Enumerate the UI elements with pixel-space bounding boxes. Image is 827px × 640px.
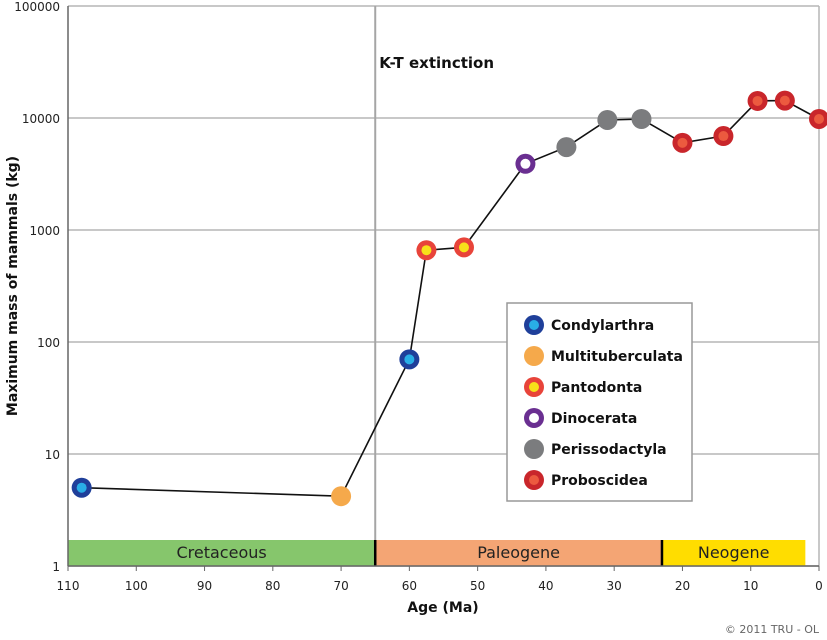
period-boundaries xyxy=(373,6,664,566)
data-point-perissodactyla xyxy=(631,108,652,129)
legend-marker-multituberculata xyxy=(524,346,544,366)
x-tick-label: 80 xyxy=(265,579,280,593)
period-label: Neogene xyxy=(698,543,770,562)
y-tick-label: 100000 xyxy=(14,0,60,14)
geologic-period-bar: Cretaceous Paleogene Neogene xyxy=(68,540,806,566)
marker-inner xyxy=(404,354,415,365)
legend-label: Perissodactyla xyxy=(551,442,667,458)
x-tick-label: 90 xyxy=(197,579,212,593)
legend-marker-dinocerata xyxy=(524,408,544,428)
data-point-pantodonta xyxy=(453,237,474,258)
period-label: Paleogene xyxy=(477,543,560,562)
period-label: Cretaceous xyxy=(176,543,266,562)
marker-fill xyxy=(631,108,652,129)
legend-label: Proboscidea xyxy=(551,473,648,489)
x-tick-label: 20 xyxy=(675,579,690,593)
y-axis-label: Maximum mass of mammals (kg) xyxy=(5,156,21,416)
marker-inner xyxy=(76,482,87,493)
x-tick-label: 100 xyxy=(125,579,148,593)
data-point-proboscidea xyxy=(713,126,734,147)
x-tick-label: 30 xyxy=(607,579,622,593)
axes xyxy=(67,6,819,567)
annotations: K-T extinction xyxy=(379,54,494,72)
data-point-condylarthra xyxy=(399,349,420,370)
data-point-perissodactyla xyxy=(556,137,577,158)
x-axis-label: Age (Ma) xyxy=(407,600,478,616)
y-tick-label: 10 xyxy=(45,448,60,462)
y-tick-label: 10000 xyxy=(22,112,60,126)
marker-inner xyxy=(814,113,824,124)
data-point-proboscidea xyxy=(809,108,827,129)
marker-fill xyxy=(597,109,618,130)
x-tick-label: 40 xyxy=(538,579,553,593)
legend-marker-perissodactyla xyxy=(524,439,544,459)
marker-inner xyxy=(529,475,539,485)
y-tick-label: 1000 xyxy=(29,224,60,238)
series-line xyxy=(81,99,820,498)
y-tick-labels: 1 10 100 1000 10000 100000 xyxy=(14,0,60,574)
x-tick-label: 0 xyxy=(815,579,823,593)
marker-fill xyxy=(524,346,544,366)
data-point-proboscidea xyxy=(774,90,795,111)
legend-marker-proboscidea xyxy=(524,470,544,490)
legend: Condylarthra Multituberculata Pantodonta Di… xyxy=(506,302,693,502)
data-points xyxy=(71,90,827,507)
data-point-perissodactyla xyxy=(597,109,618,130)
x-tick-label: 60 xyxy=(402,579,417,593)
legend-label: Multituberculata xyxy=(551,349,683,365)
data-point-proboscidea xyxy=(747,90,768,111)
legend-box xyxy=(506,302,693,502)
x-tick-labels: 110 100 90 80 70 60 50 40 30 20 10 0 xyxy=(57,566,823,593)
data-point-pantodonta xyxy=(416,240,437,261)
marker-inner xyxy=(421,245,432,256)
x-tick-label: 10 xyxy=(743,579,758,593)
marker-inner xyxy=(529,382,539,392)
marker-inner xyxy=(677,137,688,148)
marker-inner xyxy=(779,95,790,106)
legend-label: Pantodonta xyxy=(551,380,642,396)
data-point-multituberculata xyxy=(331,486,352,507)
period-band xyxy=(375,540,662,566)
marker-inner xyxy=(520,158,531,169)
kt-extinction-label: K-T extinction xyxy=(379,54,494,72)
data-point-dinocerata xyxy=(515,153,536,174)
data-point-proboscidea xyxy=(672,132,693,153)
y-tick-label: 1 xyxy=(52,560,60,574)
x-tick-label: 70 xyxy=(333,579,348,593)
marker-fill xyxy=(331,486,352,507)
legend-label: Dinocerata xyxy=(551,411,637,427)
legend-label: Condylarthra xyxy=(551,318,654,334)
marker-inner xyxy=(529,320,539,330)
marker-inner xyxy=(752,95,763,106)
legend-marker-pantodonta xyxy=(524,377,544,397)
x-tick-label: 50 xyxy=(470,579,485,593)
marker-inner xyxy=(529,413,539,423)
period-band xyxy=(68,540,376,566)
marker-inner xyxy=(458,242,469,253)
copyright-notice: © 2011 TRU - OL xyxy=(724,623,819,636)
marker-inner xyxy=(718,131,729,142)
mass-trend-line xyxy=(81,99,820,498)
data-point-condylarthra xyxy=(71,477,92,498)
marker-fill xyxy=(556,137,577,158)
x-tick-label: 110 xyxy=(57,579,80,593)
period-band xyxy=(661,540,806,566)
y-tick-label: 100 xyxy=(37,336,60,350)
marker-fill xyxy=(524,439,544,459)
legend-marker-condylarthra xyxy=(524,315,544,335)
grid xyxy=(68,5,820,567)
